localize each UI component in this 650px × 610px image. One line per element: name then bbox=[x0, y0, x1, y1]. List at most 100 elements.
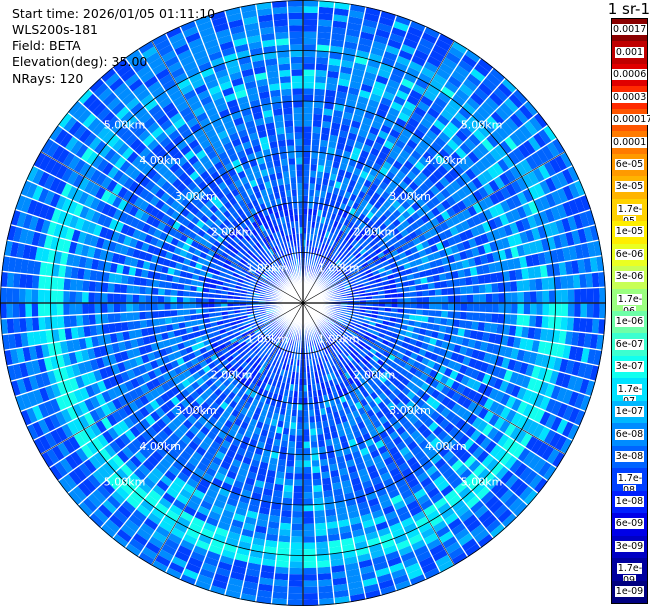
range-gate-cell bbox=[477, 82, 494, 97]
range-gate-cell bbox=[291, 517, 303, 524]
range-gate-cell bbox=[185, 271, 194, 280]
range-gate-cell bbox=[241, 140, 253, 150]
range-gate-cell bbox=[270, 95, 282, 104]
range-gate-cell bbox=[59, 457, 74, 474]
range-gate-cell bbox=[124, 48, 142, 63]
range-gate-cell bbox=[212, 62, 227, 74]
range-gate-cell bbox=[146, 426, 158, 439]
range-gate-cell bbox=[338, 327, 346, 333]
range-gate-cell bbox=[293, 479, 303, 487]
range-gate-cell bbox=[95, 392, 107, 407]
range-gate-cell bbox=[338, 467, 349, 476]
range-gate-cell bbox=[250, 138, 261, 147]
range-gate-cell bbox=[307, 390, 313, 398]
range-gate-cell bbox=[117, 419, 130, 433]
range-gate-cell bbox=[221, 294, 228, 300]
range-gate-cell bbox=[171, 282, 179, 290]
range-gate-cell bbox=[413, 466, 426, 478]
range-gate-cell bbox=[173, 72, 189, 85]
range-gate-cell bbox=[461, 490, 477, 505]
range-gate-cell bbox=[194, 14, 212, 27]
range-gate-cell bbox=[198, 117, 212, 129]
range-gate-cell bbox=[239, 350, 247, 358]
range-gate-cell bbox=[113, 242, 123, 254]
range-gate-cell bbox=[323, 251, 329, 258]
range-gate-cell bbox=[145, 380, 156, 392]
range-gate-cell bbox=[183, 89, 197, 101]
range-gate-cell bbox=[282, 255, 288, 263]
range-gate-cell bbox=[164, 309, 172, 318]
range-gate-cell bbox=[318, 350, 324, 358]
range-gate-cell bbox=[263, 347, 270, 355]
range-gate-cell bbox=[546, 328, 555, 343]
range-gate-cell bbox=[374, 567, 391, 578]
range-gate-cell bbox=[244, 450, 255, 460]
range-gate-cell bbox=[64, 454, 79, 470]
range-gate-cell bbox=[326, 245, 332, 253]
range-gate-cell bbox=[147, 369, 157, 381]
range-gate-cell bbox=[343, 218, 351, 227]
range-gate-cell bbox=[165, 26, 183, 39]
range-gate-cell bbox=[211, 118, 224, 129]
range-gate-cell bbox=[445, 399, 457, 411]
range-gate-cell bbox=[37, 402, 50, 419]
range-gate-cell bbox=[202, 101, 216, 112]
range-gate-cell bbox=[321, 334, 328, 342]
range-gate-cell bbox=[132, 532, 149, 547]
range-gate-cell bbox=[267, 134, 278, 143]
range-gate-cell bbox=[346, 504, 359, 513]
range-gate-cell bbox=[146, 318, 154, 328]
range-gate-cell bbox=[266, 527, 280, 536]
range-gate-cell bbox=[37, 289, 45, 303]
range-gate-cell bbox=[288, 164, 297, 172]
range-gate-cell bbox=[574, 346, 584, 363]
range-gate-cell bbox=[164, 281, 173, 290]
range-gate-cell bbox=[59, 366, 69, 382]
range-gate-cell bbox=[432, 119, 447, 132]
range-gate-cell bbox=[233, 143, 245, 154]
range-gate-cell bbox=[263, 482, 275, 491]
range-gate-cell bbox=[327, 366, 334, 374]
range-gate-cell bbox=[373, 481, 386, 492]
range-gate-cell bbox=[271, 0, 288, 8]
range-gate-cell bbox=[527, 326, 536, 340]
range-gate-cell bbox=[422, 89, 438, 102]
range-gate-cell bbox=[141, 46, 158, 60]
range-gate-cell bbox=[251, 277, 258, 283]
range-gate-cell bbox=[451, 326, 459, 336]
range-gate-cell bbox=[334, 235, 341, 243]
range-gate-cell bbox=[338, 525, 352, 534]
range-gate-cell bbox=[336, 318, 344, 324]
range-gate-cell bbox=[488, 387, 500, 401]
range-gate-cell bbox=[145, 286, 153, 296]
range-gate-cell bbox=[76, 326, 85, 339]
range-gate-cell bbox=[134, 171, 147, 185]
range-gate-cell bbox=[489, 67, 506, 83]
range-gate-cell bbox=[354, 226, 363, 235]
range-gate-cell bbox=[67, 200, 79, 215]
range-gate-cell bbox=[531, 365, 541, 380]
range-gate-cell bbox=[363, 354, 372, 363]
range-gate-cell bbox=[502, 324, 511, 336]
range-gate-cell bbox=[138, 303, 146, 312]
range-gate-cell bbox=[239, 62, 254, 72]
range-gate-cell bbox=[261, 39, 276, 48]
range-gate-cell bbox=[462, 513, 478, 528]
range-gate-cell bbox=[335, 91, 348, 100]
range-gate-cell bbox=[222, 141, 234, 152]
range-gate-cell bbox=[25, 303, 32, 318]
range-gate-cell bbox=[28, 345, 38, 361]
range-gate-cell bbox=[253, 426, 263, 436]
range-gate-cell bbox=[310, 441, 319, 448]
range-gate-cell bbox=[248, 239, 256, 247]
range-gate-cell bbox=[242, 74, 256, 84]
range-gate-cell bbox=[340, 366, 348, 375]
range-gate-cell bbox=[329, 469, 340, 478]
range-gate-cell bbox=[403, 72, 418, 84]
range-gate-cell bbox=[195, 111, 209, 123]
range-gate-cell bbox=[162, 101, 176, 115]
range-gate-cell bbox=[83, 268, 92, 281]
range-gate-cell bbox=[139, 175, 151, 188]
range-gate-cell bbox=[86, 347, 96, 361]
range-gate-cell bbox=[325, 238, 332, 246]
